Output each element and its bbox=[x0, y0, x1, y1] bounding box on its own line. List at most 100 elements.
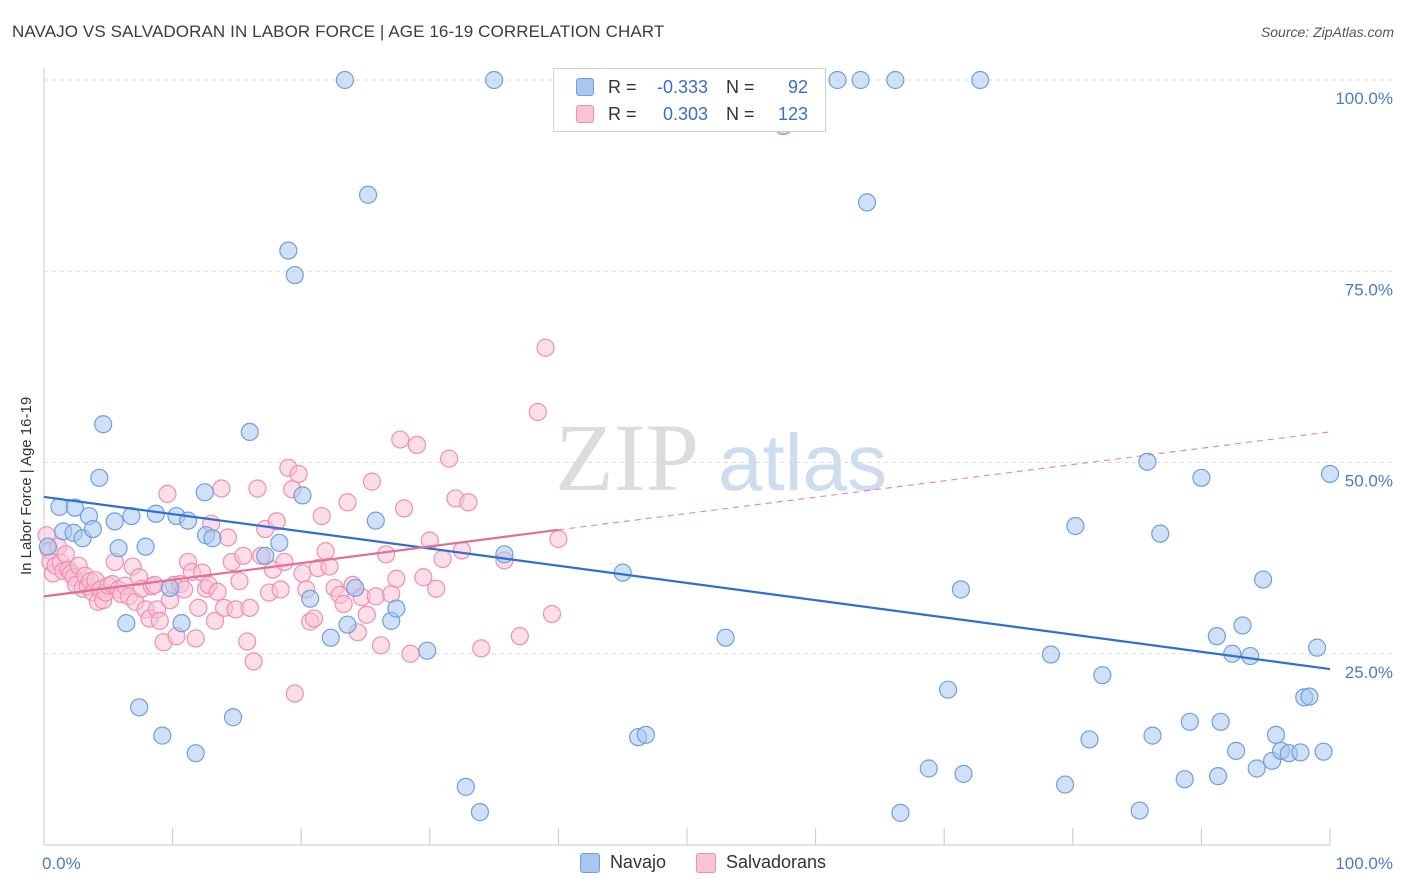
navajo-point bbox=[1241, 646, 1260, 666]
navajo-point bbox=[938, 680, 958, 699]
navajo-point bbox=[1080, 730, 1099, 749]
navajo-point bbox=[65, 498, 84, 517]
salvadoran-point bbox=[528, 402, 547, 422]
navajo-point bbox=[387, 599, 406, 618]
navajo-point bbox=[891, 803, 910, 822]
navajo-point bbox=[1211, 712, 1230, 731]
x-tick-label: 0.0% bbox=[42, 854, 81, 873]
salvadoran-point bbox=[391, 430, 410, 449]
navajo-point bbox=[886, 70, 905, 90]
salvadoran-point bbox=[357, 605, 376, 624]
watermark-atlas: atlas bbox=[718, 418, 887, 507]
bottom-legend-navajo-label: Navajo bbox=[609, 852, 666, 872]
salvadoran-point bbox=[248, 479, 267, 498]
navajo-point bbox=[971, 70, 990, 90]
navajo-point bbox=[94, 415, 113, 434]
salvadoran-point bbox=[366, 587, 385, 606]
salvadoran-point bbox=[312, 506, 331, 526]
navajo-point bbox=[1151, 524, 1170, 543]
navajo-point bbox=[828, 70, 847, 90]
salvadoran-point bbox=[549, 529, 568, 549]
navajo-point bbox=[1300, 687, 1319, 706]
salvadoran-point bbox=[427, 579, 446, 598]
navajo-point bbox=[109, 539, 128, 558]
salvadoran-swatch bbox=[576, 105, 594, 123]
navajo-point bbox=[1130, 801, 1149, 820]
navajo-point bbox=[223, 708, 243, 727]
y-tick-label: 25.0% bbox=[1345, 663, 1393, 682]
salvadoran-point bbox=[510, 627, 529, 646]
salvadoran-point bbox=[459, 493, 478, 512]
navajo-point bbox=[1066, 516, 1085, 536]
legend-n-value: 92 bbox=[787, 76, 808, 97]
salvadoran-point bbox=[401, 644, 420, 663]
legend-row-salvadoran: R = 0.303 N = 123 bbox=[576, 101, 808, 127]
tick-labels: 25.0% 50.0% 75.0% 100.0% 0.0% 100.0% bbox=[42, 89, 1393, 873]
navajo-point bbox=[1254, 570, 1273, 589]
salvadoran-point bbox=[186, 629, 205, 648]
navajo-point bbox=[83, 519, 102, 539]
salvadoran-point bbox=[238, 632, 257, 651]
navajo-point bbox=[1291, 743, 1310, 762]
navajo-point bbox=[160, 578, 180, 598]
legend-n-label: N = bbox=[726, 103, 755, 124]
chart-title: NAVAJO VS SALVADORAN IN LABOR FORCE | AG… bbox=[12, 22, 665, 41]
salvadoran-point bbox=[472, 639, 491, 658]
navajo-point bbox=[130, 698, 149, 717]
navajo-point bbox=[366, 511, 385, 530]
salvadoran-point bbox=[304, 609, 324, 628]
legend-r-label: R = bbox=[608, 103, 637, 124]
navajo-trend-line bbox=[43, 495, 1331, 671]
navajo-point bbox=[301, 589, 320, 608]
bottom-legend: Navajo Salvadorans bbox=[0, 852, 1406, 873]
navajo-point bbox=[136, 537, 155, 556]
navajo-point bbox=[1266, 725, 1286, 744]
x-tick-label: 100.0% bbox=[1335, 854, 1393, 873]
navajo-point bbox=[1192, 468, 1211, 487]
salvadoran-point bbox=[334, 594, 353, 614]
navajo-point bbox=[1143, 726, 1162, 745]
salvadoran-point bbox=[189, 598, 208, 617]
navajo-point bbox=[1247, 759, 1266, 778]
legend-r-label: R = bbox=[608, 76, 637, 97]
salvadoran-point bbox=[150, 611, 169, 630]
navajo-point bbox=[338, 615, 357, 634]
salvadoran-point bbox=[208, 582, 227, 601]
navajo-point bbox=[335, 70, 355, 90]
navajo-point bbox=[358, 185, 378, 204]
grid-lines bbox=[44, 79, 1395, 655]
navajo-point bbox=[1308, 638, 1327, 657]
navajo-point bbox=[1138, 452, 1157, 471]
legend-r-value: 0.303 bbox=[662, 103, 708, 124]
navajo-point bbox=[636, 725, 655, 744]
legend: R = -0.333 N = 92 R = 0.303 N = 123 bbox=[553, 68, 826, 132]
navajo-point bbox=[1209, 767, 1228, 786]
legend-r-value: -0.333 bbox=[656, 76, 708, 97]
navajo-point bbox=[1227, 741, 1246, 761]
salvadoran-point bbox=[394, 499, 414, 518]
salvadoran-trend-extension bbox=[558, 431, 1331, 531]
salvadoran-point bbox=[240, 598, 259, 617]
watermark-zip: ZIP bbox=[555, 404, 699, 511]
trend-lines bbox=[43, 431, 1331, 671]
salvadoran-point bbox=[218, 528, 237, 547]
salvadoran-point bbox=[433, 549, 452, 568]
salvadoran-point bbox=[212, 479, 231, 498]
navajo-point bbox=[195, 483, 214, 502]
navajo-point bbox=[716, 628, 735, 647]
salvadoran-point bbox=[289, 464, 308, 484]
navajo-point bbox=[1320, 464, 1340, 484]
navajo-point bbox=[279, 241, 298, 260]
legend-n-label: N = bbox=[726, 76, 755, 97]
navajo-point bbox=[1175, 770, 1194, 789]
navajo-swatch bbox=[576, 78, 594, 96]
salvadoran-point bbox=[439, 449, 459, 468]
navajo-point bbox=[38, 537, 57, 556]
navajo-point bbox=[293, 486, 312, 505]
navajo-point bbox=[1233, 616, 1252, 635]
salvadoran-point bbox=[145, 575, 164, 595]
navajo-point bbox=[117, 614, 136, 633]
navajo-point bbox=[153, 726, 172, 745]
navajo-point bbox=[951, 580, 971, 599]
salvadoran-trend-line bbox=[43, 528, 559, 598]
